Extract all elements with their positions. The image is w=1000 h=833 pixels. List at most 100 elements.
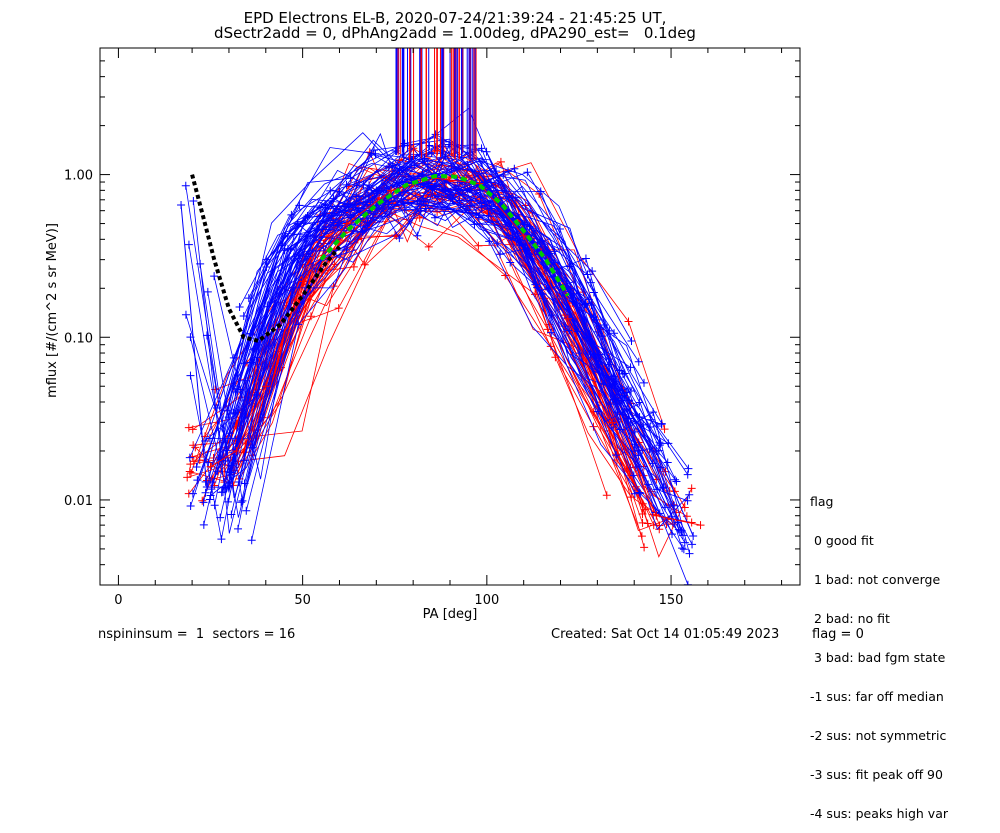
profile-line [229, 185, 650, 450]
profile-line [230, 154, 603, 466]
created-timestamp: Created: Sat Oct 14 01:05:49 2023 [551, 627, 780, 642]
data-point [546, 342, 555, 351]
data-point [208, 477, 217, 486]
data-point [242, 506, 251, 515]
series-point [342, 219, 351, 228]
profile-line [193, 185, 627, 534]
data-point [555, 224, 564, 233]
data-point [627, 386, 636, 395]
series-point [261, 382, 270, 391]
legend-item: 3 bad: bad fgm state [810, 650, 946, 665]
data-point [586, 278, 595, 287]
series-point [232, 446, 241, 455]
data-point [668, 530, 677, 539]
data-point [634, 357, 643, 366]
series-point [696, 521, 705, 530]
data-point [221, 456, 230, 465]
data-point [199, 498, 208, 507]
x-tick-label: 50 [294, 593, 311, 608]
data-point [306, 312, 315, 321]
data-point [185, 453, 194, 462]
data-point [638, 510, 647, 519]
series-point [247, 358, 256, 367]
data-point [253, 359, 262, 368]
legend-title: flag [810, 494, 834, 509]
legend-item: -2 sus: not symmetric [810, 728, 947, 743]
series-point [563, 314, 572, 323]
data-point [523, 168, 532, 177]
data-point [186, 371, 195, 380]
data-point [247, 536, 256, 545]
series-point [328, 212, 337, 221]
data-point [610, 329, 619, 338]
data-point [362, 222, 371, 231]
data-point [430, 213, 439, 222]
data-point [395, 234, 404, 243]
profile-line [255, 163, 620, 439]
series-point [177, 201, 186, 210]
legend-item: -4 sus: peaks high var [810, 806, 949, 821]
data-point [203, 287, 212, 296]
series-point [652, 511, 661, 520]
series-point [298, 277, 307, 286]
data-point [684, 464, 693, 473]
profile-line [190, 200, 636, 507]
data-point [424, 179, 433, 188]
data-point [185, 467, 194, 476]
series-point [608, 382, 617, 391]
data-point [184, 423, 193, 432]
data-point [410, 161, 419, 170]
data-point [618, 370, 627, 379]
data-point [612, 451, 621, 460]
y-tick-label: 0.01 [64, 494, 93, 509]
data-point [447, 164, 456, 173]
data-point [606, 400, 615, 409]
series-point [372, 186, 381, 195]
data-point [342, 180, 351, 189]
y-tick-label: 0.10 [64, 331, 93, 346]
data-point [637, 532, 646, 541]
chart-title-line-2: dSectr2add = 0, dPhAng2add = 1.00deg, dP… [214, 24, 696, 42]
data-point [485, 237, 494, 246]
data-point [384, 200, 393, 209]
series-point [652, 446, 661, 455]
profile-line [206, 207, 688, 518]
data-point [183, 473, 192, 482]
data-point [588, 267, 597, 276]
data-point [202, 331, 211, 340]
data-point [496, 157, 505, 166]
data-point [334, 304, 343, 313]
data-point [630, 427, 639, 436]
data-point [496, 250, 505, 259]
data-point [478, 157, 487, 166]
legend-item: -1 sus: far off median [810, 689, 944, 704]
profile-line [257, 182, 605, 385]
data-point [523, 246, 532, 255]
profile-line [185, 174, 639, 474]
series-point [608, 418, 617, 427]
legend-item: 2 bad: no fit [810, 611, 890, 626]
data-point [346, 211, 355, 220]
data-point [223, 497, 232, 506]
profile-line [232, 183, 689, 585]
axes-layer: 0 50 100 150 0.01 0.10 1.00 PA [deg] mflux [#/(c… [45, 47, 801, 622]
data-point [193, 476, 202, 485]
data-point [630, 489, 639, 498]
data-point [687, 484, 696, 493]
x-tick-label: 100 [474, 593, 499, 608]
series-point [224, 483, 233, 492]
data-point [234, 477, 243, 486]
data-point [624, 317, 633, 326]
data-point [455, 196, 464, 205]
data-point [674, 525, 683, 534]
data-point [342, 245, 351, 254]
x-tick-label: 150 [659, 593, 684, 608]
profile-line [203, 181, 682, 533]
data-point [418, 157, 427, 166]
data-point [352, 181, 361, 190]
data-point [237, 498, 246, 507]
data-point [470, 220, 479, 229]
flag-value: flag = 0 [812, 627, 864, 642]
x-axis-label: PA [deg] [423, 607, 478, 622]
data-point [685, 549, 694, 558]
